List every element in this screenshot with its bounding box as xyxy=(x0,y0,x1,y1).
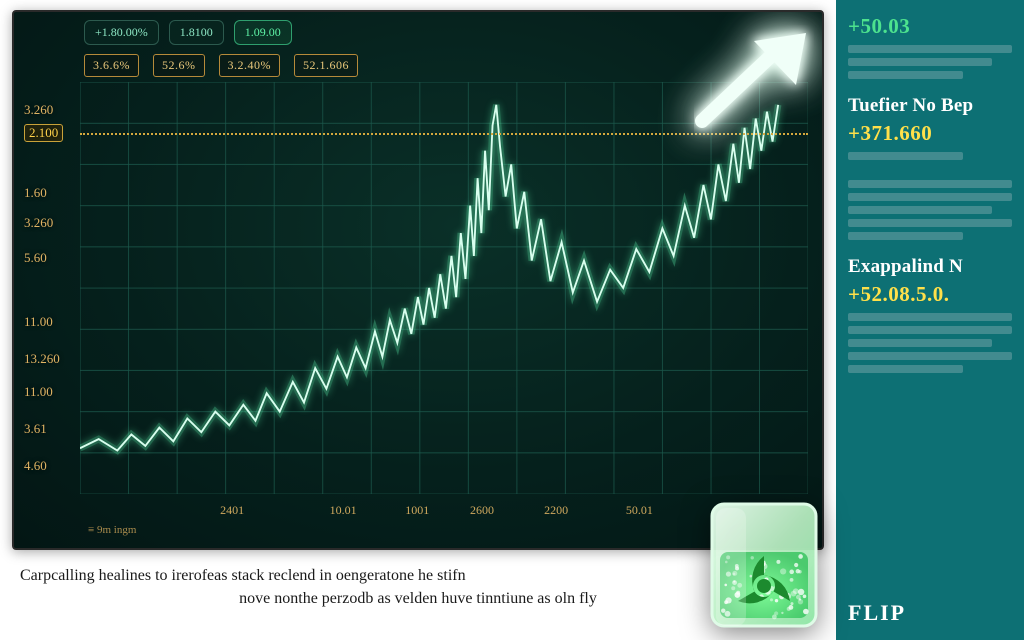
y-tick-label: 3.61 xyxy=(24,421,47,437)
top-pill-row: +1.80.00% 1.8100 1.09.00 xyxy=(84,20,292,45)
x-tick-label: 50.01 xyxy=(626,503,653,518)
article-line-2: nove nonthe perzodb as velden huve tinnt… xyxy=(239,590,597,607)
side-block-1-value: +371.660 xyxy=(848,121,1012,146)
stat-3[interactable]: 3.2.40% xyxy=(219,54,281,77)
article-line-1: Carpcalling healines to irerofeas stack … xyxy=(20,567,466,584)
secondary-pill-row: 3.6.6% 52.6% 3.2.40% 52.1.606 xyxy=(84,54,358,77)
y-tick-label: 11.00 xyxy=(24,384,53,400)
y-axis: 3.260 2.100 1.60 3.260 5.60 11.00 13.260 11.00 3… xyxy=(24,82,76,492)
trend-arrow-icon xyxy=(694,25,814,135)
y-tick-label: 1.60 xyxy=(24,185,47,201)
side-top-value: +50.03 xyxy=(848,14,1012,39)
article-excerpt: Carpcalling healines to irerofeas stack … xyxy=(12,550,824,610)
pill-price[interactable]: 1.8100 xyxy=(169,20,224,45)
stat-4[interactable]: 52.1.606 xyxy=(294,54,358,77)
blurred-text xyxy=(848,313,1012,373)
pill-change-pct[interactable]: +1.80.00% xyxy=(84,20,159,45)
sidebar: +50.03 Tuefier No Bep +371.660 Exappalin… xyxy=(836,0,1024,640)
stat-1[interactable]: 3.6.6% xyxy=(84,54,139,77)
x-axis: ≡ 9m ingm 2401 10.01 1001 2600 2200 50.01 xyxy=(84,498,806,538)
blurred-text xyxy=(848,45,1012,79)
sidebar-footer-logo: FLIP xyxy=(848,600,1012,626)
radioactive-cube-icon xyxy=(704,494,824,634)
y-tick-label: 4.60 xyxy=(24,458,47,474)
pill-volume[interactable]: 1.09.00 xyxy=(234,20,292,45)
stock-chart: +1.80.00% 1.8100 1.09.00 3.6.6% 52.6% 3.… xyxy=(12,10,824,550)
x-tick-label: 1001 xyxy=(405,503,429,518)
side-block-1[interactable]: Tuefier No Bep +371.660 xyxy=(848,95,1012,240)
side-block-2-title: Exappalind N xyxy=(848,256,1012,278)
x-axis-note: ≡ 9m ingm xyxy=(88,524,136,536)
stat-2[interactable]: 52.6% xyxy=(153,54,205,77)
side-block-1-title: Tuefier No Bep xyxy=(848,95,1012,117)
y-tick-label: 11.00 xyxy=(24,314,53,330)
y-tick-label: 3.260 xyxy=(24,215,53,231)
side-block-2-value: +52.08.5.0. xyxy=(848,282,1012,307)
chart-plot-area[interactable] xyxy=(80,82,808,494)
y-tick-label: 2.100 xyxy=(24,124,63,142)
y-tick-label: 5.60 xyxy=(24,250,47,266)
x-tick-label: 2600 xyxy=(470,503,494,518)
y-tick-label: 3.260 xyxy=(24,102,53,118)
blurred-text xyxy=(848,152,1012,240)
side-block-2[interactable]: Exappalind N +52.08.5.0. xyxy=(848,256,1012,373)
y-tick-label: 13.260 xyxy=(24,351,60,367)
x-tick-label: 2200 xyxy=(544,503,568,518)
x-tick-label: 2401 xyxy=(220,503,244,518)
x-tick-label: 10.01 xyxy=(330,503,357,518)
side-top-stat: +50.03 xyxy=(848,14,1012,79)
